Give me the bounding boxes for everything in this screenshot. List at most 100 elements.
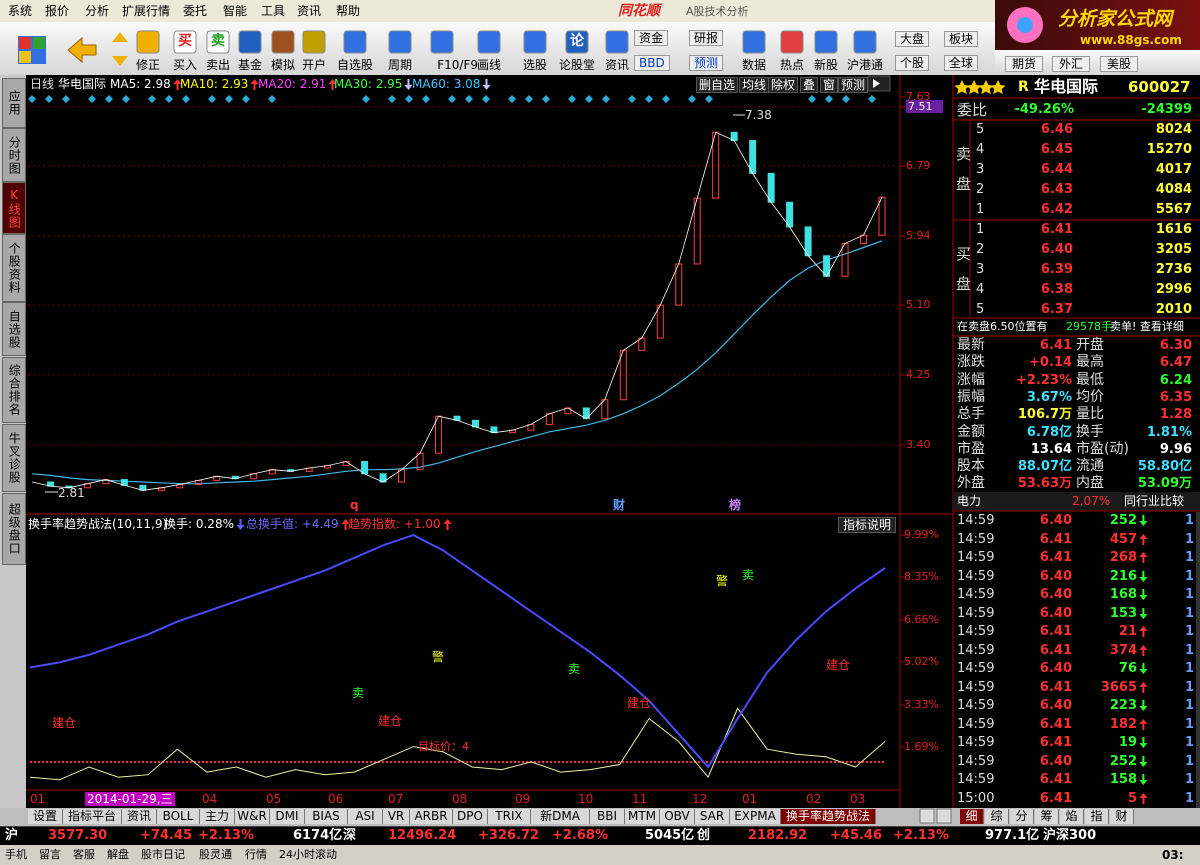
panel-tab[interactable]: 分 — [1010, 809, 1034, 824]
toolbar-button[interactable]: 板块 — [944, 31, 979, 48]
bottom-tab[interactable]: ASI — [348, 809, 383, 824]
bottom-tab[interactable]: 换手率趋势战法 — [781, 809, 876, 824]
menu-item[interactable]: 资讯 — [297, 4, 322, 18]
signal-label: 建仓 — [826, 658, 851, 672]
index-item: +2.68% — [552, 828, 608, 843]
side-tab[interactable]: 应用 — [2, 78, 26, 128]
tick-time: 14:59 — [957, 735, 995, 750]
tick-time: 14:59 — [957, 753, 995, 769]
status-item[interactable]: 留言 — [39, 848, 61, 861]
bottom-tab[interactable]: BOLL — [157, 809, 200, 824]
toolbar-button[interactable]: BBD — [634, 55, 670, 72]
toolbar-button: 修正 — [135, 58, 160, 72]
status-item[interactable]: 24小时滚动 — [279, 848, 337, 861]
panel-tab[interactable]: 焰 — [1060, 809, 1084, 824]
chart-button[interactable]: 除权 — [768, 77, 799, 94]
panel-tab[interactable]: 财 — [1110, 809, 1134, 824]
menu-item[interactable]: 系统 — [8, 4, 33, 18]
arrow-icon — [1139, 644, 1148, 656]
tick-volume: 76 — [1119, 661, 1148, 677]
indicator-help[interactable]: 指标说明 — [838, 517, 897, 534]
bottom-tab[interactable]: OBV — [660, 809, 695, 824]
menu-item[interactable]: 分析 — [85, 4, 110, 18]
toolbar-button: 沪港通 — [846, 58, 883, 72]
rating-star — [954, 80, 970, 95]
toolbar-button[interactable]: 外汇 — [1052, 56, 1091, 73]
toolbar-button: 自选股 — [336, 58, 373, 72]
panel-tab[interactable]: 细 — [960, 809, 984, 824]
bottom-tab[interactable]: ARBR — [410, 809, 453, 824]
toolbar-icon — [780, 30, 804, 54]
menu-item[interactable]: 帮助 — [336, 4, 361, 18]
signal-diamond — [705, 95, 713, 103]
tick-count: 1 — [1184, 550, 1194, 565]
status-item[interactable]: 行情 — [245, 848, 267, 861]
toolbar-button: 论股堂 — [558, 58, 595, 72]
bottom-tab[interactable]: BBI — [590, 809, 625, 824]
toolbar-button[interactable]: 预测 — [689, 55, 724, 72]
notice-link[interactable]: 卖单! 查看详细 — [1110, 320, 1184, 333]
status-item[interactable]: 解盘 — [107, 848, 129, 861]
bottom-tab[interactable]: DPO — [453, 809, 488, 824]
chart-button[interactable]: 删自选 — [696, 77, 739, 94]
side-tab[interactable]: 牛叉诊股 — [2, 424, 26, 492]
x-tick-label: 2014-01-29,三 — [85, 792, 175, 807]
toolbar-button[interactable]: 资金 — [634, 30, 669, 47]
bottom-tab[interactable]: DMI — [270, 809, 305, 824]
menu-item[interactable]: 报价 — [45, 4, 70, 18]
value: 3.67% — [1026, 389, 1072, 405]
toolbar-button[interactable]: 美股 — [1100, 56, 1139, 73]
menu-item[interactable]: 智能 — [223, 4, 248, 18]
toolbar-button[interactable]: 个股 — [895, 55, 930, 72]
toolbar-button[interactable]: 全球 — [944, 55, 979, 72]
status-item[interactable]: 股灵通 — [199, 848, 232, 861]
bottom-tab[interactable]: MTM — [625, 809, 660, 824]
toolbar-button[interactable]: 期货 — [1005, 56, 1044, 73]
y-tick-label: 9.99% — [904, 528, 939, 542]
bottom-tab[interactable]: BIAS — [305, 809, 348, 824]
low-label: 2.81 — [58, 486, 85, 500]
side-tab[interactable]: 分时图 — [2, 128, 26, 182]
status-item[interactable]: 股市日记 — [141, 848, 185, 861]
side-tab[interactable]: K线图 — [2, 182, 26, 234]
menu-item[interactable]: 扩展行情 — [122, 4, 171, 18]
bottom-tab[interactable]: 指标平台 — [63, 809, 122, 824]
chart-button[interactable]: 均线 — [739, 77, 770, 94]
side-tab[interactable]: 超级盘口 — [2, 493, 26, 565]
arrow — [1139, 515, 1148, 526]
toolbar-button[interactable]: 大盘 — [895, 31, 930, 48]
sector-compare[interactable]: 同行业比较 — [1124, 494, 1185, 508]
menu-item[interactable]: 委托 — [183, 4, 208, 18]
bottom-tab[interactable]: EXPMA — [730, 809, 781, 824]
panel-tab[interactable]: 综 — [985, 809, 1009, 824]
value: 13.64 — [1030, 441, 1072, 457]
status-item[interactable]: 客服 — [73, 848, 95, 861]
bottom-tab[interactable]: VR — [383, 809, 410, 824]
toolbar-button[interactable]: 研报 — [689, 30, 724, 47]
price: 6.41 — [1040, 222, 1073, 237]
bottom-tab[interactable]: TRIX — [488, 809, 531, 824]
bottom-tab[interactable]: 新DMA — [531, 809, 590, 824]
panel-tab[interactable]: 筹 — [1035, 809, 1059, 824]
status-item[interactable]: 手机 — [5, 848, 27, 861]
bottom-tab[interactable]: 设置 — [28, 809, 63, 824]
bottom-tab[interactable]: SAR — [695, 809, 730, 824]
event-marker: 榜 — [729, 498, 742, 512]
value: 106.7万 — [1017, 407, 1072, 423]
tick-price: 6.40 — [1039, 605, 1072, 621]
menu-item[interactable]: 工具 — [261, 4, 286, 18]
side-tab[interactable]: 个股资料 — [2, 234, 26, 302]
side-tab[interactable]: 综合排名 — [2, 357, 26, 423]
value: 6.47 — [1159, 355, 1192, 371]
bottom-tab[interactable]: W&R — [235, 809, 270, 824]
signal-diamond — [602, 95, 610, 103]
panel-tab[interactable]: 指 — [1085, 809, 1109, 824]
side-tab[interactable]: 自选股 — [2, 302, 26, 356]
bottom-tab[interactable]: 资讯 — [122, 809, 157, 824]
chart-button[interactable]: 叠 — [800, 77, 819, 94]
chart-button[interactable]: 预测 — [838, 77, 869, 94]
tick-time: 15:00 — [957, 790, 995, 806]
toolbar-button: 周期 — [387, 58, 412, 72]
chart-button[interactable]: 窗 — [820, 77, 839, 94]
bottom-tab[interactable]: 主力 — [200, 809, 235, 824]
